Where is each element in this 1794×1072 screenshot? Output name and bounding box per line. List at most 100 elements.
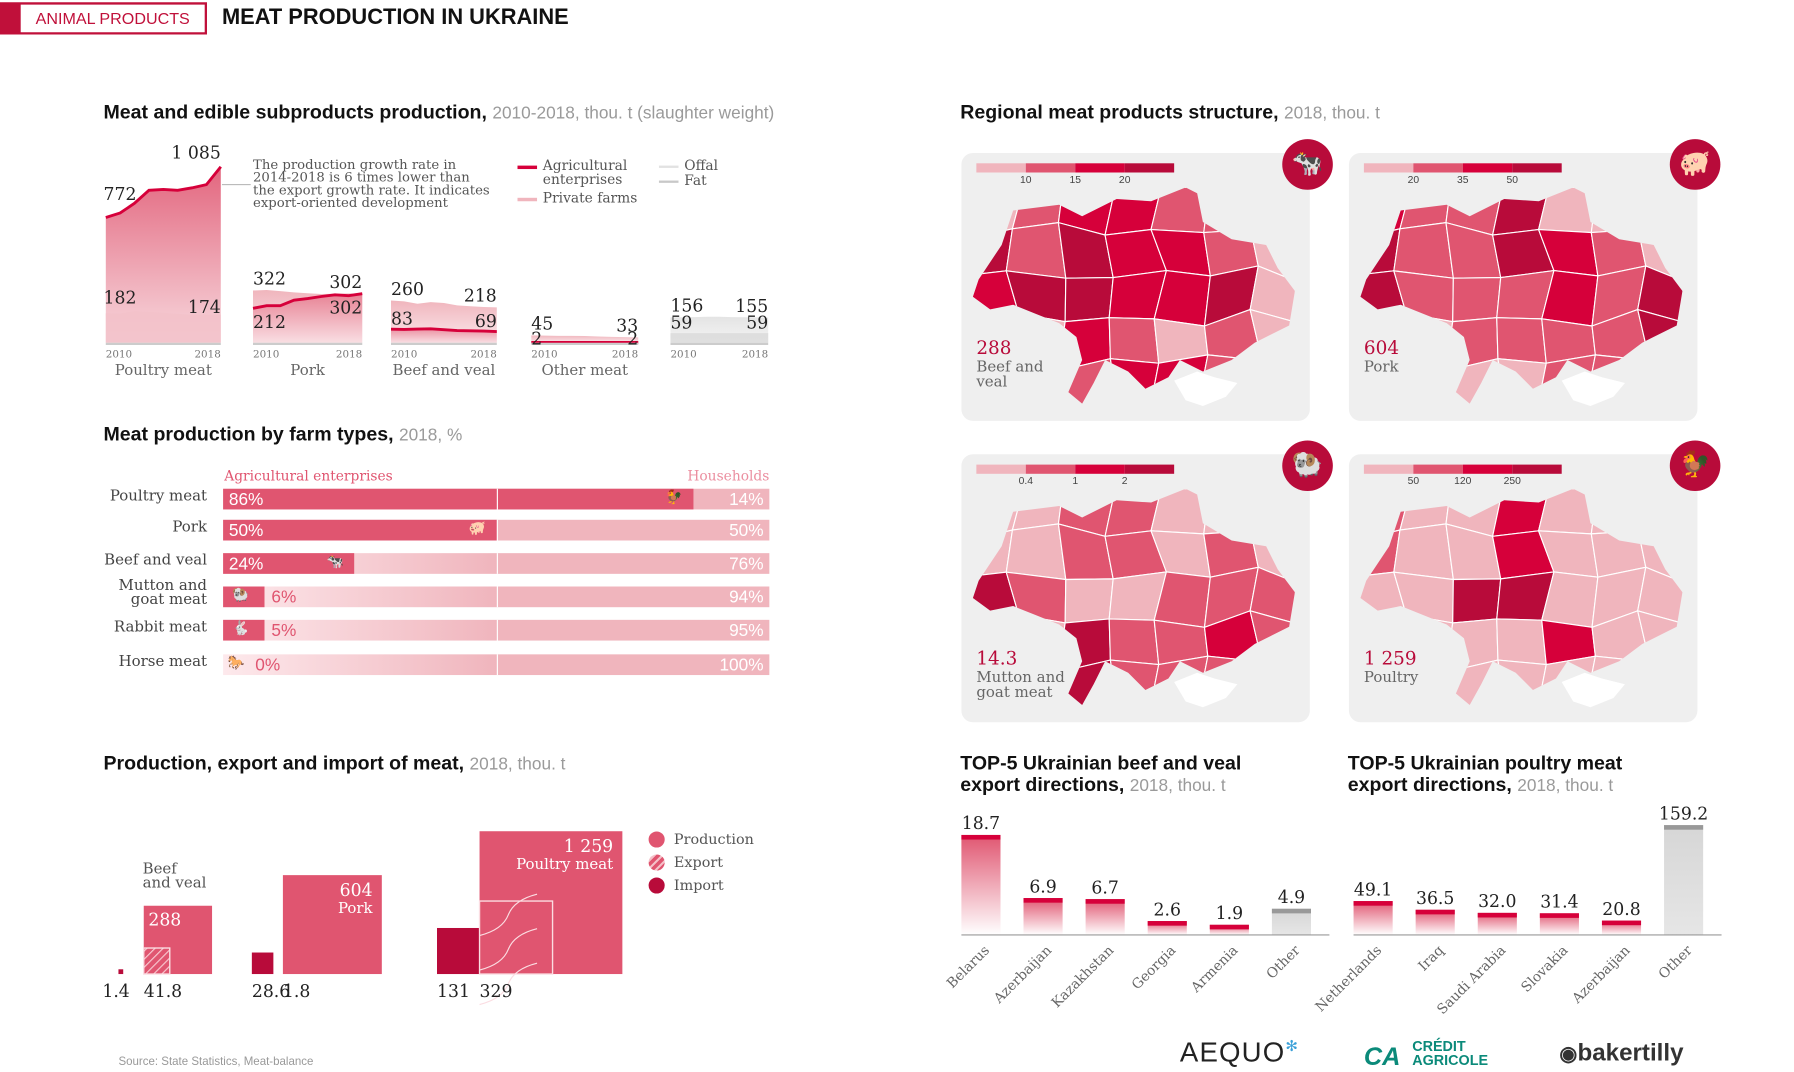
production-value: 288 — [148, 910, 181, 930]
region — [1637, 488, 1683, 535]
legend-production-item: Production — [648, 828, 754, 851]
farm-row: Mutton and goat meat 6% 🐏 94% — [0, 578, 805, 608]
poultry-export-category: Iraq — [1415, 942, 1447, 974]
beef-export-category: Azerbaijan — [990, 942, 1055, 1007]
map-name: Poultry — [1363, 669, 1419, 687]
farm-row-label: Mutton and goat meat — [118, 577, 207, 609]
households-percent: 100% — [719, 655, 764, 676]
production-name: Poultry meat — [516, 855, 613, 873]
area-private-farms — [531, 335, 639, 343]
year-start: 2010 — [106, 349, 132, 361]
poultry-export-bar-cap — [1664, 825, 1704, 830]
ukraine-map — [1360, 488, 1683, 708]
region — [1452, 276, 1502, 323]
export-value: 1.8 — [283, 982, 310, 1002]
legend-swatch — [1413, 163, 1463, 173]
legend-threshold: 0.4 — [1018, 474, 1033, 487]
region — [1249, 661, 1295, 705]
farm-row-label: Beef and veal — [104, 552, 207, 570]
bakertilly-logo-text: bakertilly — [1577, 1039, 1684, 1067]
region — [1150, 187, 1211, 234]
legend-private-swatch — [517, 197, 538, 202]
label-end-top: 33 — [616, 317, 638, 337]
farm-row-label: Pork — [172, 518, 207, 536]
households-percent: 76% — [729, 554, 764, 574]
region — [1637, 187, 1683, 233]
farm-title: Meat production by farm types, 2018, % — [104, 423, 463, 446]
agri-bar — [223, 619, 265, 641]
map-total: 604 — [1363, 336, 1400, 359]
poultry-export-title-2: export directions, — [1347, 773, 1512, 796]
region — [1590, 488, 1648, 535]
source-note: Source: State Statistics, Meat-balance — [118, 1055, 314, 1069]
legend-swatch — [1462, 163, 1513, 173]
farm-row: Beef and veal 24% 🐄 76% — [0, 553, 805, 574]
region — [1057, 358, 1119, 404]
label-end-top: 1 085 — [171, 144, 220, 164]
export-square-poultry — [478, 900, 554, 975]
legend-threshold: 35 — [1457, 173, 1469, 186]
legend-fat-item: Fat — [658, 173, 718, 189]
legend-swatch — [1413, 464, 1463, 474]
cow-icon: 🐄 — [1282, 139, 1333, 190]
region — [1360, 529, 1401, 578]
poultry-export-bar — [1477, 912, 1517, 935]
beef-export-value: 6.9 — [1029, 877, 1056, 897]
poultry-export-category: Azerbaijan — [1569, 942, 1634, 1007]
label-start-low: 212 — [253, 313, 286, 333]
farm-legend-households: Households — [687, 468, 770, 485]
label-start-low: 182 — [104, 289, 137, 309]
legend-swatch — [1363, 163, 1414, 173]
beef-export-category: Belarus — [944, 943, 993, 992]
production-square-pork — [282, 875, 382, 975]
line-agricultural-enterprises — [252, 292, 363, 310]
agri-bar — [223, 519, 497, 541]
map-legend-scale — [976, 163, 1175, 173]
year-start: 2010 — [531, 349, 557, 361]
year-end: 2018 — [336, 349, 362, 361]
region — [1250, 488, 1295, 535]
farm-title-text: Meat production by farm types, — [103, 423, 394, 446]
label-start-low: 83 — [391, 310, 413, 330]
ukraine-map — [1360, 187, 1683, 406]
label-start-top: 45 — [531, 315, 553, 335]
line-agricultural-enterprises — [105, 165, 222, 219]
households-percent: 95% — [729, 621, 764, 641]
region — [1393, 523, 1455, 581]
chicken-icon: 🐓 — [1669, 440, 1721, 492]
agri-bar — [223, 586, 265, 608]
region — [1203, 488, 1260, 535]
legend-agri-swatch — [517, 165, 538, 170]
beef-export-bar-cap — [961, 834, 1001, 840]
year-end: 2018 — [194, 349, 220, 361]
poultry-export-title: TOP-5 Ukrainian poultry meat export direc… — [1348, 752, 1623, 797]
households-percent: 50% — [729, 520, 764, 541]
production-square-poultry — [479, 831, 623, 975]
legend-swatch — [1075, 464, 1125, 474]
poultry-export-value: 32.0 — [1478, 892, 1516, 912]
production-name: Beef and veal — [143, 860, 207, 892]
regional-title: Regional meat products structure, 2018, … — [960, 101, 1380, 124]
crimea — [1174, 371, 1238, 406]
ca-logo-line2: AGRICOLE — [1412, 1052, 1489, 1069]
legend-private-item: Private farms — [517, 191, 645, 205]
production-legend-2: Offal Fat — [658, 158, 718, 189]
map-name: Mutton and goat meat — [976, 669, 1065, 702]
area-fat — [670, 333, 769, 343]
label-end-top: 218 — [464, 287, 497, 307]
ram-icon: 🐏 — [232, 586, 250, 603]
households-percent: 94% — [729, 587, 764, 608]
legend-offal-item: Offal — [658, 158, 718, 174]
midline — [496, 553, 498, 574]
beef-export-value: 18.7 — [962, 814, 1000, 834]
region — [1249, 610, 1295, 672]
export-square-beef — [143, 947, 171, 975]
crimea — [1561, 371, 1625, 406]
beef-export-bar-cap — [1271, 908, 1311, 914]
legend-swatch — [1124, 163, 1175, 173]
beef-export-value: 6.7 — [1091, 878, 1118, 898]
region — [1005, 221, 1067, 279]
label-start-top: 156 — [670, 297, 703, 317]
legend-threshold: 50 — [1407, 474, 1420, 487]
region — [1012, 614, 1066, 673]
